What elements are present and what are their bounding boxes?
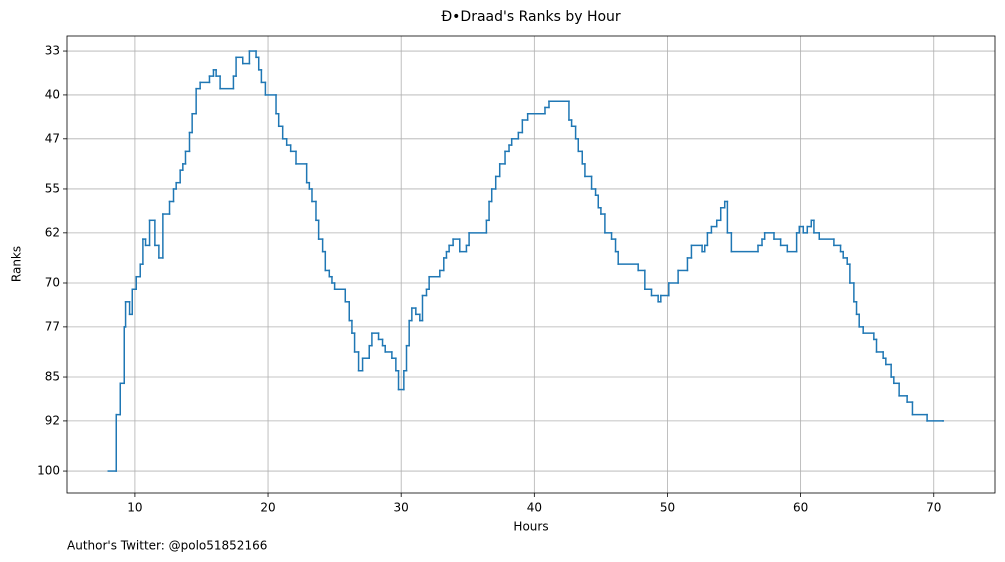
plot-frame: [66, 35, 996, 494]
y-tick-label: 85: [45, 370, 60, 384]
x-tick-label: 20: [260, 501, 275, 515]
x-tick-label: 30: [394, 501, 409, 515]
y-tick-label: 47: [45, 131, 60, 145]
y-tick-label: 33: [45, 44, 60, 58]
y-tick-label: 55: [45, 181, 60, 195]
x-tick-label: 70: [926, 501, 941, 515]
y-tick-label: 62: [45, 225, 60, 239]
x-axis-label: Hours: [513, 520, 548, 534]
y-axis-label: Ranks: [10, 246, 24, 282]
x-tick-label: 40: [527, 501, 542, 515]
y-tick-label: 77: [45, 319, 60, 333]
x-tick-label: 60: [793, 501, 808, 515]
y-tick-label: 70: [45, 275, 60, 289]
footnote: Author's Twitter: @polo51852166: [67, 539, 267, 553]
y-tick-label: 100: [37, 464, 60, 478]
y-tick-label: 92: [45, 413, 60, 427]
x-tick-label: 50: [660, 501, 675, 515]
y-tick-label: 40: [45, 87, 60, 101]
x-tick-label: 10: [127, 501, 142, 515]
chart-title: Ð•Draad's Ranks by Hour: [441, 9, 621, 25]
